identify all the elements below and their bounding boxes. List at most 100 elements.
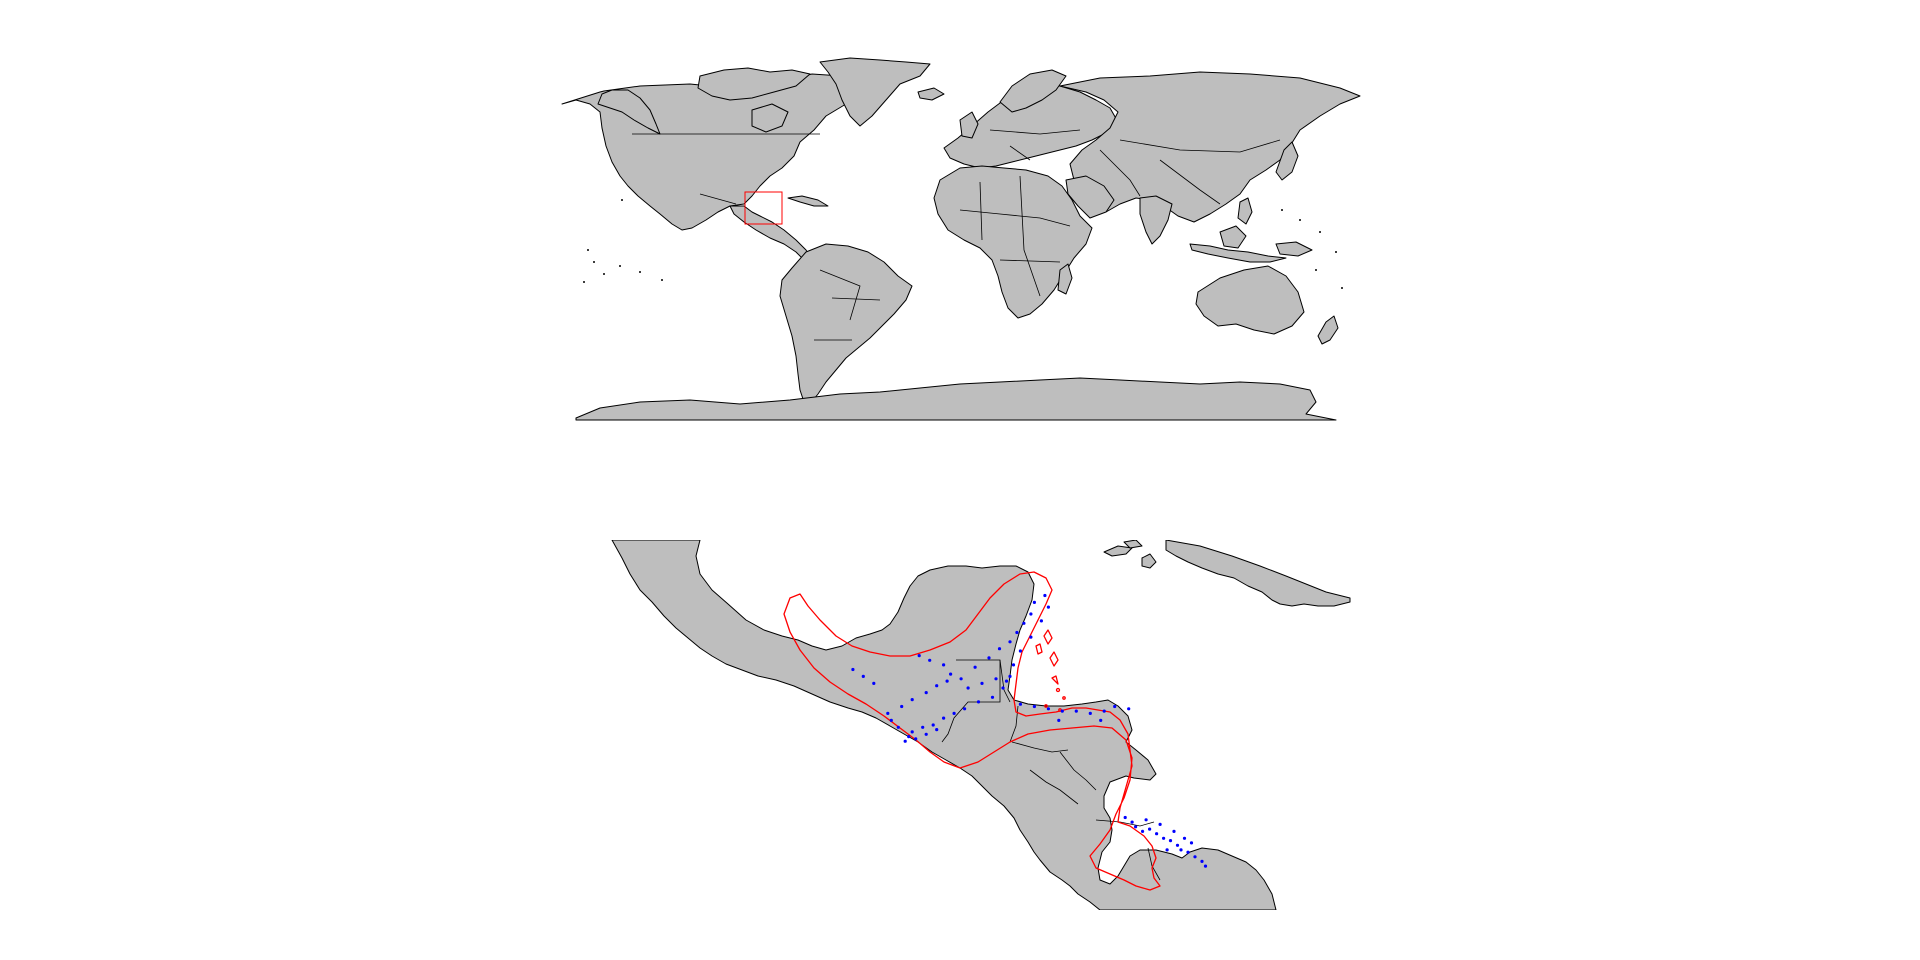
occurrence-point: [1039, 619, 1043, 623]
occurrence-point: [910, 698, 914, 702]
occurrence-point: [1057, 718, 1061, 723]
inset-extent-box: [744, 191, 783, 225]
occurrence-point: [990, 695, 995, 699]
occurrence-point: [889, 718, 893, 723]
occurrence-point: [949, 672, 953, 676]
occurrence-point: [1179, 848, 1183, 852]
occurrence-point: [1130, 820, 1134, 824]
occurrence-point: [931, 723, 935, 727]
occurrence-point: [1182, 836, 1187, 840]
cuban-cays: [1123, 540, 1143, 549]
country-borders: [632, 129, 1281, 341]
occurrence-point: [1001, 686, 1005, 690]
cuban-cays: [1103, 545, 1133, 557]
occurrence-point: [966, 686, 970, 690]
cuba-island: [787, 195, 829, 207]
occurrence-point: [1008, 674, 1012, 679]
occurrence-point: [1008, 640, 1012, 644]
occurrence-point: [928, 658, 932, 662]
occurrence-point: [1144, 818, 1148, 822]
iceland-island: [917, 87, 945, 101]
occurrence-point: [1022, 621, 1026, 625]
occurrence-point: [1175, 843, 1180, 847]
occurrence-point: [1102, 709, 1106, 713]
occurrence-point: [959, 677, 963, 681]
occurrence-point: [1186, 850, 1190, 854]
occurrence-point: [987, 656, 991, 660]
indonesia-islands: [1189, 243, 1287, 263]
occurrence-point: [1141, 829, 1145, 834]
central-america-detail-map: [611, 540, 1351, 910]
occurrence-point: [1134, 825, 1138, 829]
occurrence-point: [1172, 829, 1176, 834]
cuba-island: [1165, 540, 1351, 607]
country-borders: [941, 659, 1161, 881]
borneo-island: [1219, 225, 1247, 249]
occurrence-point: [1200, 859, 1204, 864]
occurrence-point: [1162, 836, 1166, 840]
occurrence-point: [886, 711, 890, 716]
mexico-central-america-landmass: [611, 540, 1277, 910]
australia-landmass: [1195, 265, 1305, 335]
occurrence-point: [1004, 679, 1009, 683]
new-zealand-islands: [1317, 315, 1339, 345]
occurrence-point: [1099, 718, 1103, 723]
scandinavia-landmass: [999, 69, 1067, 113]
occurrence-point: [1113, 704, 1117, 709]
occurrence-point: [1088, 711, 1092, 716]
occurrence-point: [952, 711, 956, 716]
occurrence-point: [896, 725, 900, 729]
arctic-archipelago: [697, 67, 811, 101]
occurrence-point: [1011, 663, 1016, 667]
antarctica-landmass: [575, 377, 1337, 421]
occurrence-point: [903, 739, 907, 743]
occurrence-point: [914, 737, 918, 741]
occurrence-point: [1018, 649, 1023, 653]
occurrence-point: [872, 681, 876, 686]
philippines-islands: [1237, 197, 1253, 225]
occurrence-point: [935, 728, 939, 732]
occurrence-point: [900, 704, 904, 709]
occurrence-point: [973, 665, 977, 669]
occurrence-point: [1043, 593, 1047, 598]
occurrence-point: [1123, 815, 1127, 820]
asia-landmass: [1059, 71, 1361, 223]
occurrence-point: [1203, 864, 1208, 868]
occurrence-points: [851, 593, 1208, 868]
occurrence-point: [1193, 855, 1197, 859]
occurrence-point: [917, 654, 921, 658]
occurrence-point: [980, 681, 984, 686]
occurrence-point: [994, 677, 998, 681]
occurrence-point: [1148, 827, 1152, 831]
occurrence-point: [910, 730, 914, 734]
range-offshore-islands: [1035, 629, 1066, 712]
occurrence-point: [851, 667, 855, 672]
occurrence-point: [1165, 848, 1169, 852]
occurrence-point: [924, 691, 928, 695]
occurrence-point: [907, 735, 911, 739]
south-america-landmass: [779, 243, 913, 405]
occurrence-point: [921, 725, 925, 729]
occurrence-point: [1018, 702, 1023, 706]
occurrence-point: [997, 647, 1002, 651]
british-isles: [959, 111, 979, 139]
occurrence-point: [1029, 612, 1033, 616]
occurrence-point: [1015, 630, 1019, 635]
occurrence-point: [1158, 822, 1162, 827]
hudson-bay-shore: [751, 103, 789, 133]
occurrence-point: [1046, 605, 1050, 609]
occurrence-point: [1029, 635, 1033, 639]
occurrence-point: [1032, 704, 1036, 709]
occurrence-point: [1155, 832, 1159, 836]
madagascar-island: [1057, 263, 1073, 295]
occurrence-point: [1046, 707, 1050, 711]
greenland-landmass: [819, 57, 931, 127]
occurrence-point: [1189, 841, 1194, 845]
pacific-islands: [583, 199, 1343, 289]
world-overview-map: [561, 57, 1361, 421]
occurrence-point: [963, 707, 967, 711]
occurrence-point: [924, 732, 928, 736]
occurrence-point: [935, 684, 939, 688]
occurrence-point: [945, 679, 949, 683]
